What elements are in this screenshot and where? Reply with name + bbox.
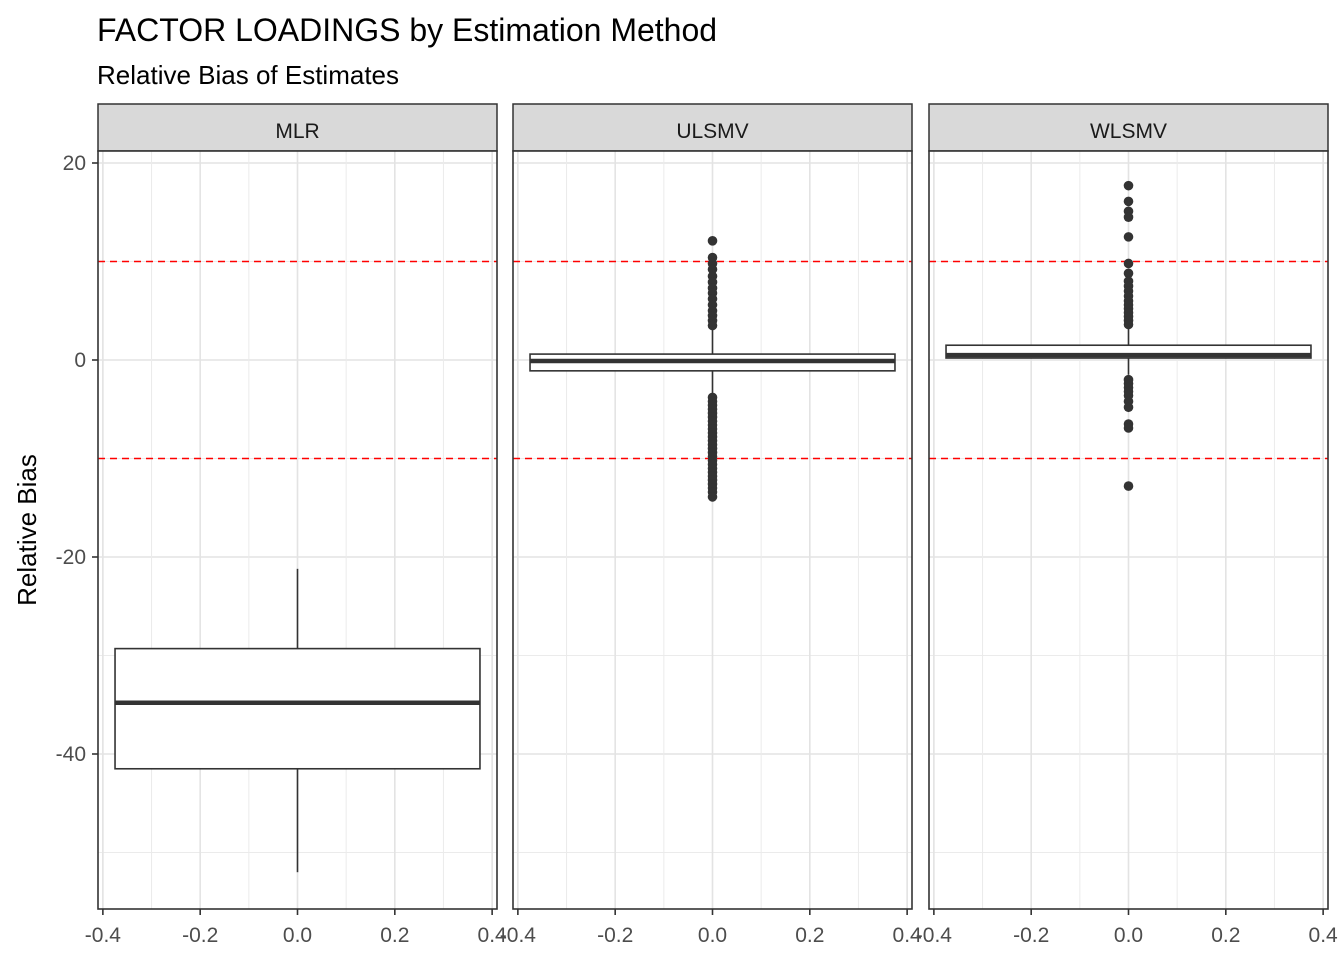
outlier-point	[1123, 180, 1134, 191]
y-tick-label: 20	[63, 152, 86, 175]
outlier-point	[1123, 423, 1134, 433]
y-axis: -40 -20 0 20	[56, 152, 98, 766]
outlier-point	[707, 236, 718, 246]
outlier-point	[1123, 232, 1134, 242]
x-tick-label: -0.4	[916, 924, 953, 947]
x-tick-label: -0.4	[85, 924, 122, 947]
chart-title: FACTOR LOADINGS by Estimation Method	[97, 12, 718, 48]
outlier-point	[707, 320, 718, 331]
x-tick-label: 0.4	[893, 924, 923, 947]
outlier-point	[1123, 212, 1134, 222]
outlier-point	[1123, 481, 1134, 491]
outlier-point	[707, 492, 718, 502]
y-axis-label: Relative Bias	[12, 454, 42, 606]
y-tick-label: -40	[56, 743, 86, 766]
panel-mlr: MLR -0.4 -0.2 0.0 0.2 0.4	[85, 103, 508, 947]
panel-ulsmv: ULSMV -0.4 -0.2 0.0 0.2 0.4	[500, 103, 923, 947]
panels-layer: MLR -0.4 -0.2 0.0 0.2 0.4 ULSMV -0.4 -0.2 0.0 0.2 0…	[85, 103, 1339, 947]
facet-strip-label: ULSMV	[676, 120, 748, 143]
x-tick-label: 0.2	[795, 924, 824, 947]
outlier-point	[1123, 258, 1134, 269]
y-tick-label: 0	[74, 349, 86, 372]
outlier-point	[1123, 268, 1134, 279]
x-tick-label: 0.2	[380, 924, 409, 947]
x-tick-label: 0.4	[478, 924, 508, 947]
x-tick-label: -0.2	[597, 924, 633, 947]
x-tick-label: 0.0	[698, 924, 727, 947]
x-tick-label: 0.2	[1211, 924, 1240, 947]
chart-subtitle: Relative Bias of Estimates	[97, 60, 400, 90]
facet-strip	[928, 103, 1329, 152]
x-tick-label: -0.2	[182, 924, 218, 947]
panel-wlsmv: WLSMV -0.4 -0.2 0.0 0.2 0.4	[916, 103, 1339, 947]
x-tick-label: 0.0	[1114, 924, 1143, 947]
outlier-point	[1123, 319, 1134, 330]
x-tick-label: -0.2	[1013, 924, 1049, 947]
box	[114, 647, 481, 770]
x-tick-label: -0.4	[500, 924, 537, 947]
x-tick-label: 0.0	[283, 924, 312, 947]
y-tick-label: -20	[56, 546, 86, 569]
x-tick-label: 0.4	[1309, 924, 1339, 947]
outlier-point	[707, 264, 718, 275]
facet-strip-label: MLR	[275, 120, 319, 143]
outlier-point	[1123, 402, 1134, 413]
outlier-point	[1123, 196, 1134, 207]
facet-strip-label: WLSMV	[1090, 120, 1167, 143]
facet-strip	[512, 103, 913, 152]
